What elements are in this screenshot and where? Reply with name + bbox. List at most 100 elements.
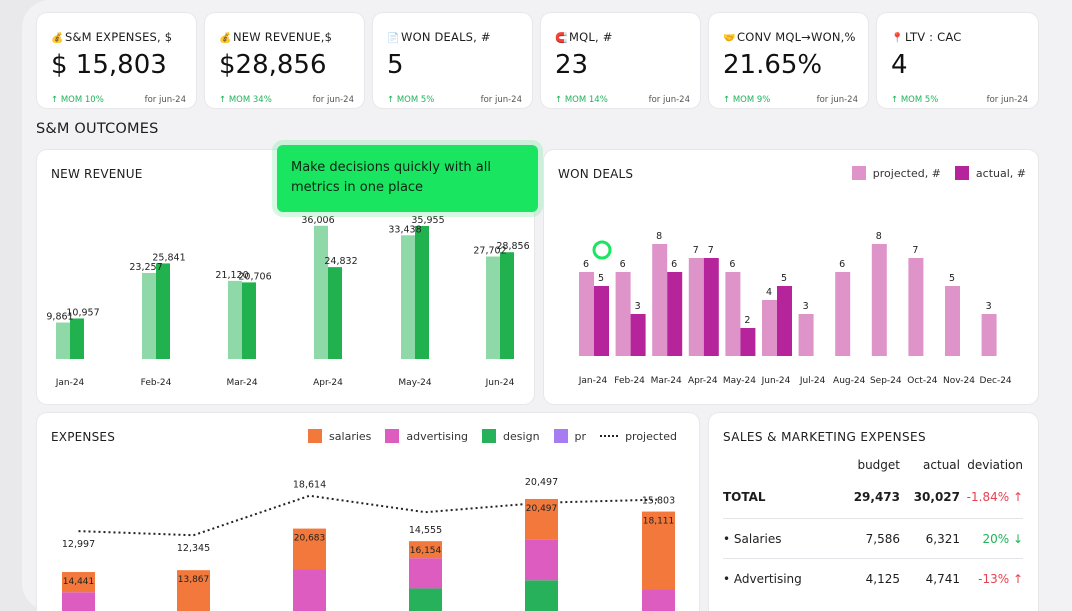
bar-projected[interactable] [725,272,741,356]
data-label: 7 [912,245,918,256]
bar-projected[interactable] [798,314,814,356]
bar-segment-salaries[interactable] [525,498,558,540]
kpi-value: 4 [891,50,908,80]
bar-segment-advertising[interactable] [642,589,675,611]
row-label: • Advertising [723,572,802,586]
bar-actual[interactable] [777,286,792,356]
x-tick-label: Jan-24 [55,378,85,388]
legend-projected-line[interactable]: projected [600,430,677,443]
data-label: 28,856 [496,241,529,252]
bar-projected[interactable] [835,272,851,356]
bar-series-1[interactable] [401,235,415,359]
bar-projected[interactable] [981,314,997,356]
expenses-legend: salaries advertising design pr projected [294,429,677,443]
kpi-mom-change: ↑ MOM 10% [51,95,104,105]
legend-actual[interactable]: actual, # [954,166,1026,180]
info-tooltip: Make decisions quickly with all metrics … [277,145,538,212]
bar-segment-salaries[interactable] [642,511,675,590]
kpi-value: 5 [387,50,404,80]
kpi-period: for jun-24 [144,95,186,105]
projected-line[interactable] [78,494,659,537]
kpi-period: for jun-24 [986,95,1028,105]
bar-series-2[interactable] [70,318,84,359]
header-deviation: deviation [967,458,1023,472]
table-title: SALES & MARKETING EXPENSES [723,430,927,444]
kpi-value: $28,856 [219,50,327,80]
bar-series-2[interactable] [328,267,342,359]
bar-projected[interactable] [579,272,594,356]
sm-expenses-table-card: SALES & MARKETING EXPENSES budget actual… [709,413,1038,611]
bar-segment-advertising[interactable] [62,592,95,611]
bar-projected[interactable] [652,244,668,356]
row-deviation: 20% ↓ [982,532,1023,546]
data-label: 3 [635,301,641,312]
bar-segment-advertising[interactable] [293,569,326,611]
bar-actual[interactable] [594,286,609,356]
legend-pr[interactable]: pr [553,429,587,443]
bar-segment-design[interactable] [409,588,442,611]
bar-actual[interactable] [667,272,683,356]
x-tick-label: Jan-24 [578,376,608,386]
data-label: 20,497 [525,477,558,488]
kpi-title-text: MQL, # [569,30,613,44]
legend-advertising[interactable]: advertising [385,429,468,443]
x-tick-label: Apr-24 [688,376,718,386]
bar-segment-advertising[interactable] [409,558,442,589]
bar-series-2[interactable] [242,282,256,359]
bar-series-1[interactable] [486,256,500,359]
bar-series-1[interactable] [314,225,328,359]
data-label: 20,683 [294,534,326,544]
kpi-card: 💰S&M EXPENSES, $ $ 15,803 ↑ MOM 10% for jun… [37,13,196,108]
kpi-title-text: WON DEALS, # [401,30,491,44]
bar-projected[interactable] [762,300,777,356]
bar-segment-salaries[interactable] [293,528,326,570]
bar-series-2[interactable] [156,263,170,359]
bar-segment-advertising[interactable] [525,539,558,581]
legend-salaries[interactable]: salaries [308,429,371,443]
document-icon: 📄 [387,33,400,44]
legend-swatch [308,429,323,443]
data-label: 6 [671,259,677,270]
row-label: TOTAL [723,490,766,504]
bar-projected[interactable] [945,286,960,356]
bar-segment-salaries[interactable] [177,570,210,611]
kpi-title: 📄WON DEALS, # [387,30,491,44]
bar-segment-design[interactable] [525,580,558,611]
row-actual: 30,027 [913,490,960,504]
bar-segment-salaries[interactable] [62,572,95,593]
won-deals-title: WON DEALS [558,167,634,181]
kpi-title: 💰S&M EXPENSES, $ [51,30,172,44]
row-budget: 4,125 [865,572,900,586]
bar-actual[interactable] [703,258,719,356]
legend-label: pr [574,429,587,443]
table-row[interactable]: TOTAL 29,473 30,027 -1.84% ↑ [723,484,1023,524]
row-budget: 7,586 [865,532,900,546]
bar-projected[interactable] [908,258,924,356]
bar-series-1[interactable] [142,272,156,359]
bar-segment-salaries[interactable] [409,541,442,559]
bar-projected[interactable] [871,244,887,356]
bar-actual[interactable] [630,314,646,356]
data-label: 35,955 [411,215,444,226]
projected-label: 18,614 [293,480,326,491]
bar-actual[interactable] [740,328,756,356]
bar-series-2[interactable] [415,225,429,359]
x-tick-label: May-24 [398,378,431,388]
bar-projected[interactable] [615,272,631,356]
legend-design[interactable]: design [482,429,540,443]
data-label: 6 [583,259,589,270]
data-label: 6 [620,259,626,270]
bar-series-1[interactable] [228,280,242,359]
table-row[interactable]: • Advertising 4,125 4,741 -13% ↑ [723,558,1023,598]
bar-series-1[interactable] [56,322,70,359]
data-label: 5 [781,273,787,284]
won-deals-legend: projected, # actual, # [838,166,1026,180]
data-label: 20,706 [238,271,271,282]
data-label: 16,154 [410,546,442,556]
bar-series-2[interactable] [500,252,514,359]
legend-projected[interactable]: projected, # [851,166,941,180]
bar-projected[interactable] [688,258,704,356]
kpi-title-text: NEW REVENUE,$ [233,30,333,44]
table-row[interactable]: • Salaries 7,586 6,321 20% ↓ [723,518,1023,558]
